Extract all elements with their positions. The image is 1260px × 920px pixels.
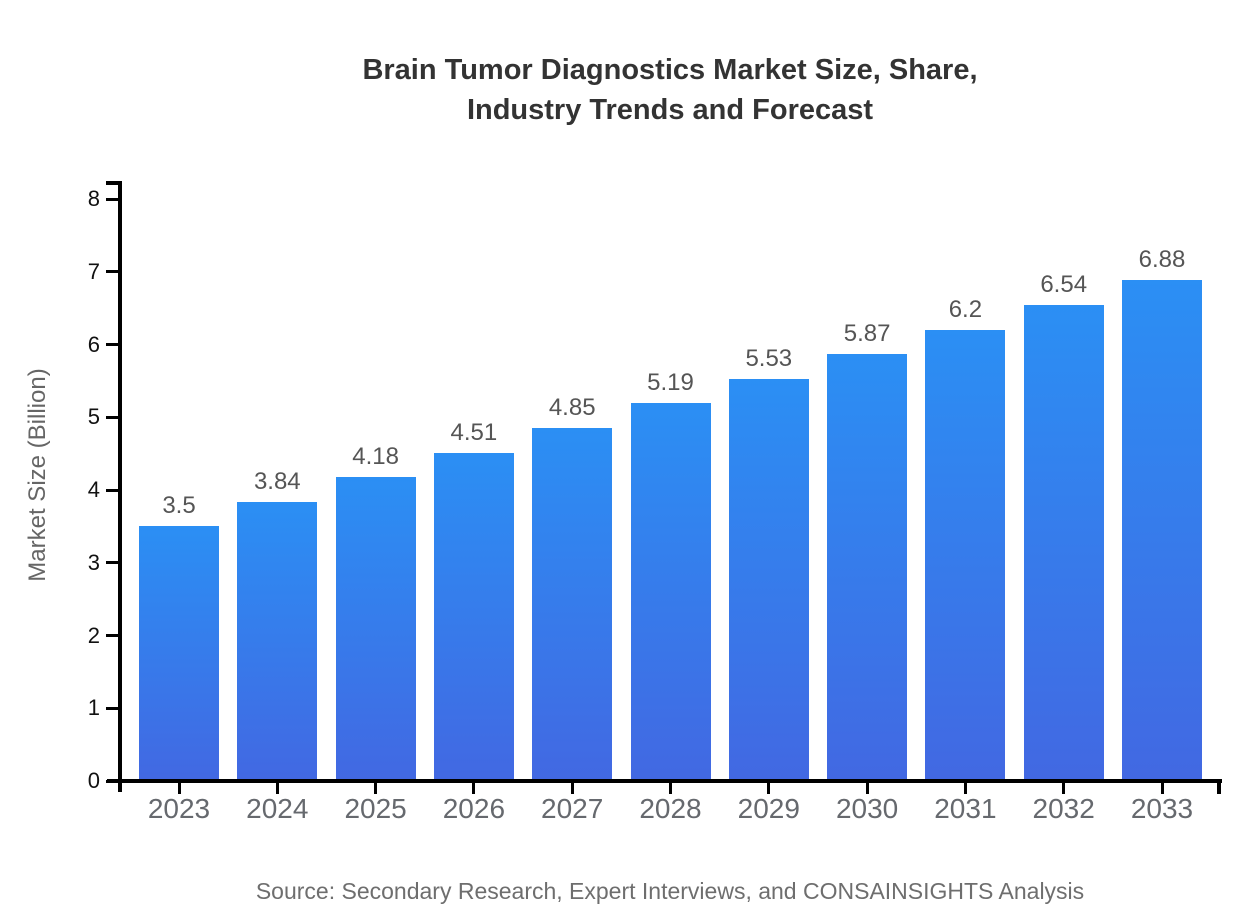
bar-value-label: 6.2 [948, 295, 983, 323]
bar-value-label: 5.53 [745, 344, 793, 372]
x-tick-label: 2032 [1032, 793, 1095, 824]
y-tick [106, 634, 118, 637]
bar-value-label: 4.51 [450, 418, 498, 446]
bar-value-label: 3.84 [253, 467, 301, 495]
y-tick-label: 6 [87, 331, 100, 357]
chart-title: Brain Tumor Diagnostics Market Size, Sha… [119, 50, 1221, 130]
x-tick [865, 783, 869, 794]
x-tick [177, 783, 181, 794]
chart-title-line2: Industry Trends and Forecast [466, 94, 874, 126]
bar [532, 428, 613, 782]
bar [630, 403, 711, 782]
x-tick [767, 783, 771, 794]
y-tick-label: 8 [87, 186, 100, 211]
x-tick [275, 783, 279, 794]
bar [335, 476, 416, 782]
y-tick [106, 343, 118, 346]
x-tick [374, 783, 378, 794]
x-tick-label: 2030 [835, 793, 899, 824]
x-tick-label: 2023 [147, 793, 211, 824]
bar [139, 526, 219, 782]
x-axis-line [107, 779, 1222, 783]
y-tick-label: 4 [87, 477, 100, 502]
bar [237, 501, 318, 782]
x-tick-label: 2029 [737, 793, 800, 824]
x-tick-label: 2027 [541, 793, 604, 824]
bar [1122, 280, 1202, 782]
x-axis-end-tick [1217, 783, 1221, 794]
bar [925, 329, 1006, 782]
bar [1023, 305, 1104, 782]
bar-value-label: 3.5 [162, 492, 196, 520]
y-tick [106, 197, 118, 201]
y-tick-label: 0 [87, 768, 100, 793]
x-tick-label: 2026 [442, 793, 506, 824]
bar [433, 452, 514, 782]
y-tick-label: 5 [87, 404, 100, 430]
x-tick [963, 783, 967, 794]
y-tick-label: 3 [87, 549, 100, 575]
x-tick-label: 2031 [934, 793, 997, 824]
y-tick [106, 415, 118, 419]
x-tick [1160, 783, 1164, 794]
x-tick-label: 2028 [639, 793, 702, 824]
y-tick [106, 270, 118, 274]
y-tick [106, 488, 118, 492]
y-tick [106, 561, 118, 565]
x-tick-label: 2033 [1130, 793, 1194, 824]
source-note: Source: Secondary Research, Expert Inter… [255, 878, 1085, 904]
bar-value-label: 5.87 [843, 319, 891, 347]
y-tick-label: 7 [87, 258, 100, 284]
chart-title-line1: Brain Tumor Diagnostics Market Size, Sha… [362, 54, 978, 86]
y-tick [106, 779, 118, 783]
bar [728, 378, 809, 782]
y-tick-label: 1 [87, 695, 100, 721]
y-tick [106, 706, 118, 710]
y-tick-label: 2 [87, 622, 100, 648]
x-tick-label: 2024 [246, 793, 309, 824]
x-tick [472, 783, 476, 794]
x-tick [669, 783, 672, 794]
bar-value-label: 6.88 [1138, 246, 1186, 274]
x-tick-label: 2025 [344, 793, 407, 824]
x-tick [570, 783, 574, 794]
y-axis-end-cap [106, 181, 118, 185]
bar-value-label: 6.54 [1040, 271, 1088, 299]
bar-value-label: 5.19 [647, 369, 694, 397]
bar [827, 353, 908, 782]
x-tick [1062, 783, 1066, 794]
bar-value-label: 4.85 [548, 394, 596, 422]
bar-value-label: 4.18 [352, 442, 399, 470]
y-axis-line [118, 181, 122, 792]
